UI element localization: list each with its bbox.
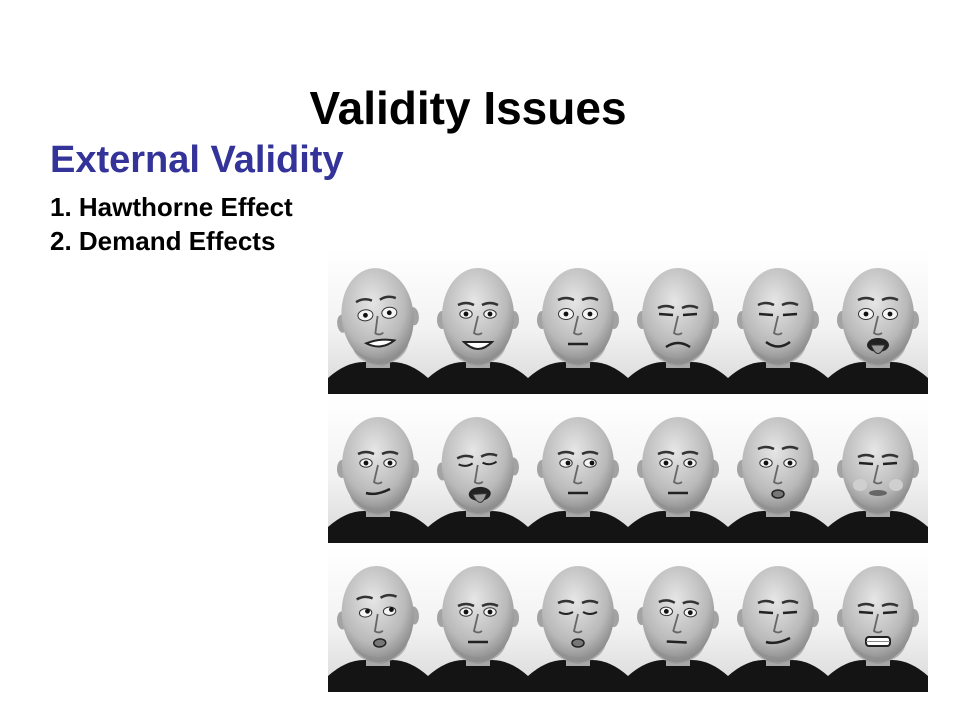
list-item-hawthorne: 1. Hawthorne Effect — [50, 192, 293, 222]
face-row — [328, 548, 928, 692]
face-squint-teeth — [828, 548, 928, 692]
face-tongue-out — [828, 250, 928, 394]
face-wry-smile — [728, 548, 828, 692]
face-eyes-closed-pout — [528, 548, 628, 692]
face-neutral — [628, 399, 728, 543]
face-grimace — [328, 250, 428, 394]
face-wide-eyed — [528, 250, 628, 394]
face-pout-lips — [728, 399, 828, 543]
face-row — [328, 399, 928, 543]
face-big-grin — [428, 250, 528, 394]
face-frown — [628, 250, 728, 394]
effects-list: 1. Hawthorne Effect 2. Demand Effects — [50, 190, 293, 258]
face-laugh-tongue — [428, 399, 528, 543]
face-stern — [428, 548, 528, 692]
slide-subtitle: External Validity — [50, 139, 344, 181]
slide-title: Validity Issues — [309, 82, 627, 134]
face-side-eye — [528, 399, 628, 543]
face-smirk — [328, 399, 428, 543]
face-puffed-cheeks — [828, 399, 928, 543]
list-item-demand: 2. Demand Effects — [50, 226, 276, 256]
face-row — [328, 250, 928, 394]
face-smile — [728, 250, 828, 394]
face-look-up — [328, 548, 428, 692]
face-neutral-tilt — [628, 548, 728, 692]
facial-expressions-photo-grid — [328, 250, 928, 692]
